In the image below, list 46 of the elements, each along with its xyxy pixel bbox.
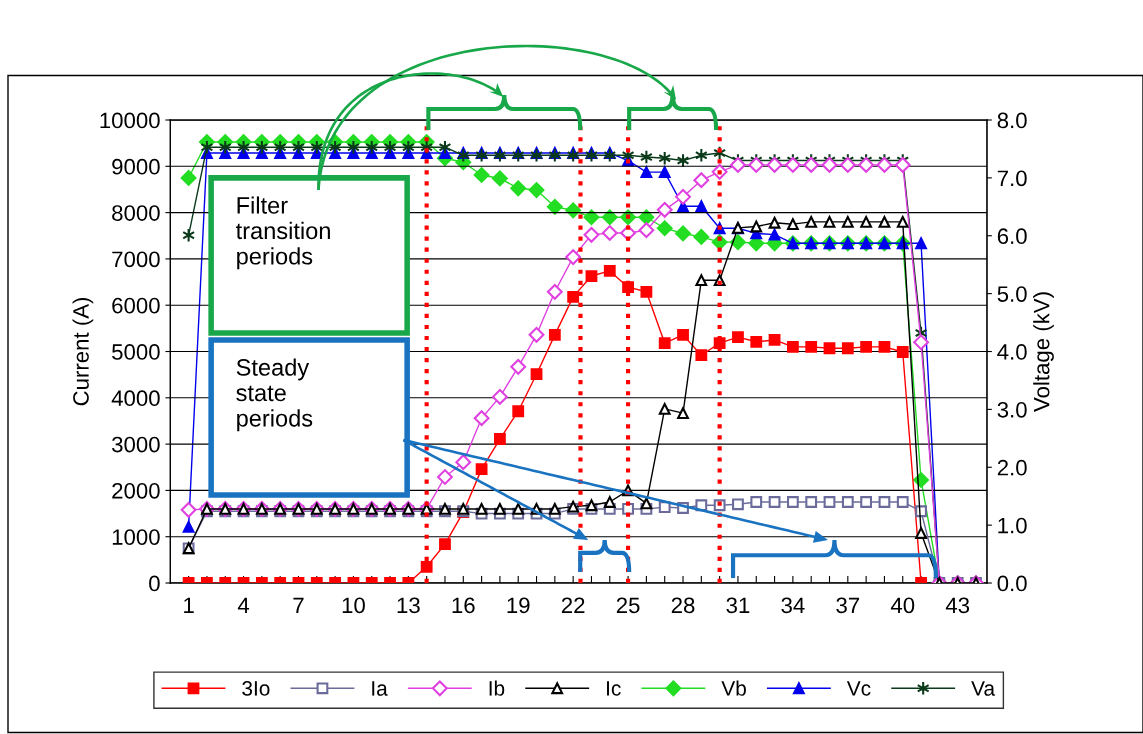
legend-label: Vb: [721, 680, 746, 696]
legend-label: Ib: [489, 680, 505, 696]
x-tick-label: 10: [342, 597, 365, 614]
legend-label: 3Io: [242, 681, 270, 696]
y-tick-label: 4000: [111, 390, 160, 407]
y2-tick-label: 2.0: [997, 459, 1027, 476]
y-tick-label: 1000: [112, 529, 160, 545]
y-tick-label: 10000: [100, 112, 160, 129]
y-tick-label: 9000: [112, 158, 160, 175]
legend-label: Ic: [607, 681, 621, 696]
x-tick-label: 31: [726, 597, 750, 614]
y2-tick-label: 6.0: [997, 228, 1027, 245]
y-tick-label: 0: [149, 575, 160, 592]
y-tick-label: 7000: [112, 251, 160, 268]
legend-label: Ia: [372, 681, 388, 696]
x-tick-label: 34: [781, 597, 805, 614]
y-tick-label: 6000: [112, 297, 160, 314]
x-tick-label: 43: [945, 597, 970, 614]
y-tick-label: 2000: [112, 482, 160, 499]
x-tick-label: 4: [237, 597, 250, 614]
annotation: Filter transition periods: [236, 196, 330, 270]
y2-tick-label: 0.0: [997, 575, 1027, 592]
y2-axis-title: Voltage (kV): [1033, 292, 1054, 412]
legend-label: Vc: [846, 681, 871, 696]
x-tick-label: 16: [452, 597, 475, 614]
y2-tick-label: 1.0: [998, 517, 1027, 534]
x-tick-label: 22: [561, 597, 585, 614]
y2-tick-label: 3.0: [997, 401, 1027, 418]
x-tick-label: 13: [397, 597, 420, 614]
x-tick-label: 28: [671, 597, 695, 614]
y-tick-label: 3000: [112, 436, 160, 453]
y2-tick-label: 4.0: [997, 344, 1027, 360]
y2-tick-label: 7.0: [997, 170, 1027, 187]
y-axis-title: Current (A): [72, 297, 94, 406]
y-tick-label: 8000: [112, 205, 160, 221]
x-tick-label: 1: [184, 597, 194, 614]
legend-label: Va: [971, 681, 996, 696]
x-tick-label: 40: [890, 597, 915, 614]
annotation: Steady state periods: [236, 358, 313, 432]
x-tick-label: 25: [616, 597, 640, 614]
y2-tick-label: 5.0: [997, 286, 1027, 302]
x-tick-label: 37: [836, 597, 860, 614]
x-tick-label: 19: [507, 597, 530, 614]
y-tick-label: 5000: [112, 344, 160, 360]
x-tick-label: 7: [293, 597, 304, 614]
y2-tick-label: 8.0: [997, 112, 1027, 129]
